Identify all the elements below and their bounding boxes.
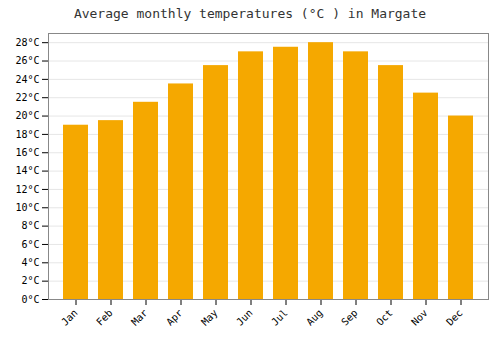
svg-text:Nov: Nov bbox=[409, 307, 430, 328]
svg-text:22°C: 22°C bbox=[15, 92, 39, 103]
svg-text:Jul: Jul bbox=[269, 307, 290, 328]
svg-text:16°C: 16°C bbox=[15, 147, 39, 158]
svg-text:20°C: 20°C bbox=[15, 110, 39, 121]
svg-text:Sep: Sep bbox=[339, 307, 360, 328]
html-text:Average monthly temperatures (: Average monthly temperatures (°C ) in Ma… bbox=[73, 6, 427, 21]
svg-text:12°C: 12°C bbox=[15, 184, 39, 195]
svg-text:6°C: 6°C bbox=[21, 239, 39, 250]
svg-text:Apr: Apr bbox=[164, 307, 185, 328]
svg-text:Oct: Oct bbox=[374, 307, 395, 328]
svg-text:24°C: 24°C bbox=[15, 74, 39, 85]
svg-text:26°C: 26°C bbox=[15, 55, 39, 66]
svg-text:8°C: 8°C bbox=[21, 220, 39, 231]
svg-text:May: May bbox=[199, 307, 220, 328]
svg-text:0°C: 0°C bbox=[21, 294, 39, 305]
svg-text:14°C: 14°C bbox=[15, 165, 39, 176]
svg-text:Aug: Aug bbox=[304, 307, 325, 328]
svg-text:18°C: 18°C bbox=[15, 129, 39, 140]
svg-text:Jan: Jan bbox=[59, 307, 80, 328]
svg-text:Feb: Feb bbox=[94, 307, 115, 328]
svg-text:Dec: Dec bbox=[444, 307, 465, 328]
svg-text:Mar: Mar bbox=[129, 307, 150, 328]
svg-text:2°C: 2°C bbox=[21, 275, 39, 286]
svg-text:28°C: 28°C bbox=[15, 37, 39, 48]
svg-text:Jun: Jun bbox=[234, 307, 255, 328]
svg-text:4°C: 4°C bbox=[21, 257, 39, 268]
svg-text:10°C: 10°C bbox=[15, 202, 39, 213]
